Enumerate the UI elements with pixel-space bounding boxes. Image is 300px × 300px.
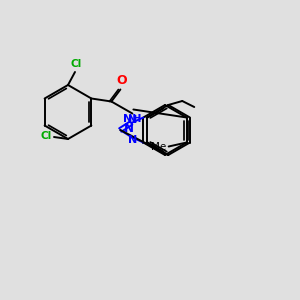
Text: N: N: [128, 115, 137, 125]
Text: Me: Me: [152, 142, 167, 152]
Text: N: N: [128, 135, 137, 145]
Text: NH: NH: [123, 115, 142, 124]
Text: N: N: [124, 122, 134, 136]
Text: O: O: [116, 74, 127, 86]
Text: Cl: Cl: [70, 59, 82, 69]
Text: Cl: Cl: [41, 131, 52, 141]
